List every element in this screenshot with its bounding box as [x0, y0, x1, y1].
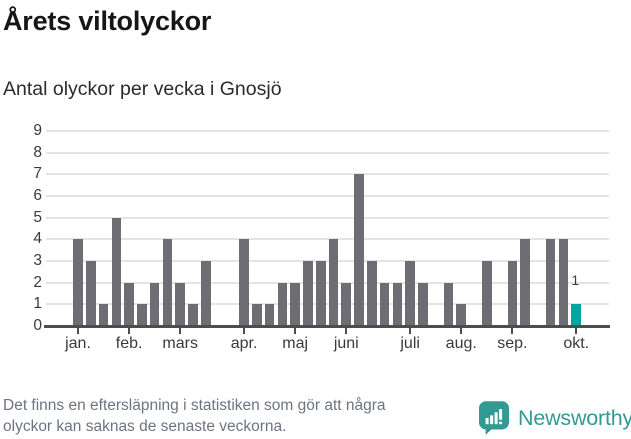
gridline-y1	[46, 303, 609, 306]
gridline-y6	[46, 194, 609, 197]
bar-week-30	[443, 282, 454, 326]
bar-week-14	[239, 239, 249, 326]
bar-week-40-highlighted	[571, 304, 582, 326]
x-axis-tick-feb	[128, 327, 131, 334]
bar-week-10	[188, 304, 198, 326]
gridline-y7	[46, 173, 609, 176]
bar-week-23	[354, 174, 364, 326]
gridline-y2	[46, 281, 609, 284]
x-axis-label-maj: maj	[282, 335, 309, 352]
y-axis-label-9: 9	[33, 121, 42, 139]
bar-week-38	[545, 239, 556, 326]
highlight-value-label: 1	[571, 272, 580, 288]
x-axis-label-jan: jan.	[65, 335, 91, 352]
x-axis-label-sep: sep.	[497, 335, 528, 352]
gridline-y5	[46, 216, 609, 219]
bar-week-31	[456, 304, 467, 326]
chart-title: Årets viltolyckor	[3, 6, 212, 36]
bar-week-7	[149, 282, 160, 326]
bar-week-28	[418, 282, 428, 326]
bar-week-33	[482, 260, 492, 326]
x-axis-label-mars: mars	[162, 335, 198, 352]
bar-week-25	[379, 282, 390, 326]
x-axis-tick-okt	[575, 327, 578, 334]
bar-week-27	[405, 260, 415, 326]
x-axis-label-okt: okt.	[563, 335, 590, 352]
gridline-y3	[46, 259, 609, 262]
bar-week-9	[175, 282, 185, 326]
bar-week-2	[85, 260, 96, 326]
bar-week-19	[303, 260, 313, 326]
newsworthy-speech-bubble-chart-icon	[479, 401, 509, 435]
bar-week-22	[341, 282, 352, 326]
x-axis-label-aug: aug.	[445, 335, 477, 352]
bar-week-26	[392, 282, 403, 326]
gridline-y9	[46, 129, 609, 132]
x-axis-label-feb: feb.	[115, 335, 143, 352]
y-axis-label-2: 2	[33, 273, 42, 291]
x-axis-label-apr: apr.	[230, 335, 258, 352]
x-axis-line	[44, 325, 610, 328]
bar-week-5	[124, 282, 134, 326]
y-axis-label-7: 7	[33, 165, 42, 183]
gridline-y8	[46, 151, 609, 154]
bar-week-4	[111, 217, 122, 326]
bar-week-36	[520, 239, 530, 326]
bar-week-20	[315, 260, 326, 326]
bar-week-16	[264, 304, 275, 326]
footer-note-line2: olyckor kan saknas de senaste veckorna.	[3, 417, 287, 435]
bar-week-11	[200, 260, 211, 326]
y-axis-label-5: 5	[33, 208, 42, 226]
x-axis-tick-jan	[77, 327, 79, 334]
footer-note-line1: Det finns en eftersläpning i statistiken…	[3, 397, 386, 414]
y-axis-label-8: 8	[33, 143, 42, 161]
x-axis-label-juli: juli	[400, 335, 420, 352]
chart-subtitle: Antal olyckor per vecka i Gnosjö	[3, 78, 282, 100]
bar-week-35	[507, 260, 518, 326]
y-axis-label-0: 0	[33, 317, 42, 334]
x-axis-tick-aug	[460, 327, 463, 334]
footer-note: Det finns en eftersläpning i statistiken…	[3, 396, 386, 437]
y-axis-label-4: 4	[33, 230, 42, 248]
bar-week-17	[277, 282, 288, 326]
newsworthy-logo: Newsworthy	[479, 401, 631, 435]
x-axis-tick-maj	[294, 327, 297, 334]
bar-week-39	[558, 239, 569, 326]
x-axis-tick-juli	[409, 327, 412, 334]
x-axis-tick-sep	[511, 327, 514, 334]
x-axis-label-juni: juni	[333, 335, 359, 352]
y-axis-label-3: 3	[33, 251, 42, 269]
bar-week-1	[73, 239, 83, 326]
newsworthy-logo-text: Newsworthy	[518, 405, 631, 430]
bar-week-6	[137, 304, 147, 326]
x-axis-tick-mars	[179, 327, 182, 334]
x-axis-tick-apr	[243, 327, 246, 334]
bar-week-15	[252, 304, 262, 326]
bar-week-18	[290, 282, 300, 326]
bar-week-3	[98, 304, 109, 326]
y-axis-label-1: 1	[33, 295, 42, 313]
bar-week-24	[367, 260, 377, 326]
gridline-y4	[46, 238, 609, 241]
bar-week-8	[162, 239, 173, 326]
x-axis-tick-juni	[345, 327, 348, 334]
y-axis-label-6: 6	[33, 186, 42, 204]
bar-week-21	[328, 239, 339, 326]
